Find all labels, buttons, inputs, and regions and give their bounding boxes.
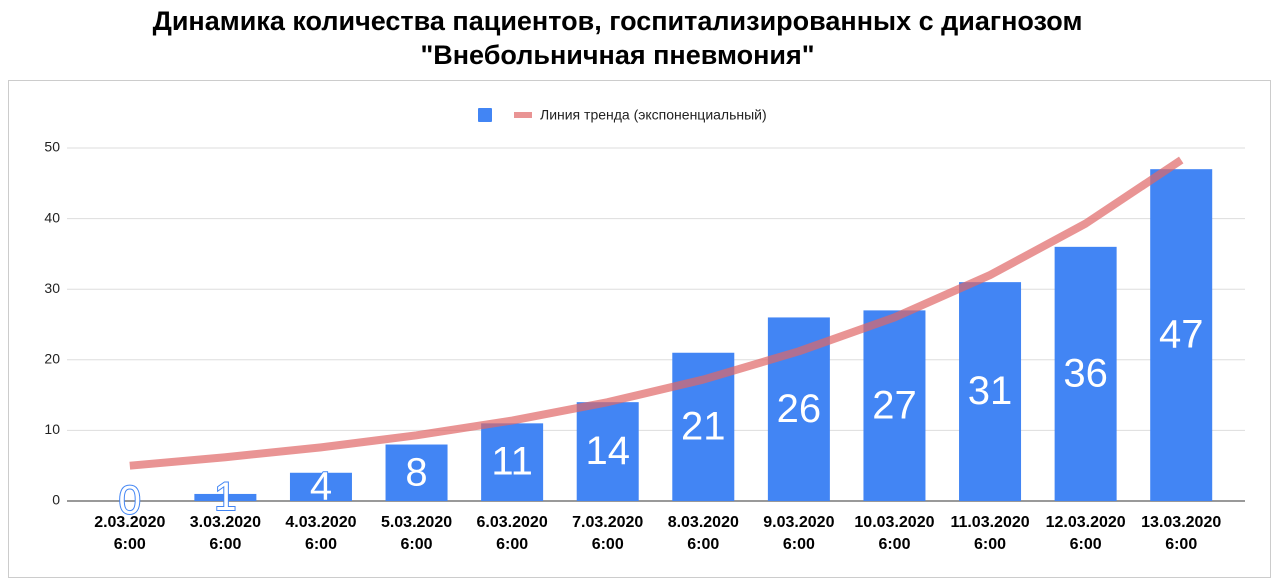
- data-label: 27: [872, 383, 917, 427]
- data-label: 11: [491, 440, 533, 484]
- bar: [481, 423, 544, 501]
- data-label: 26: [777, 387, 822, 431]
- y-tick-label: 20: [44, 351, 60, 367]
- x-tick-label: 12.03.2020 6:00: [1046, 514, 1126, 553]
- bar: [289, 472, 352, 501]
- y-tick-label: 50: [44, 139, 60, 155]
- x-tick-label: 4.03.2020 6:00: [285, 514, 356, 553]
- data-label: 47: [1159, 313, 1204, 357]
- data-label: 0: [119, 479, 141, 523]
- x-tick-label: 13.03.2020 6:00: [1141, 514, 1221, 553]
- data-label: 4: [310, 464, 332, 508]
- x-tick-label: 11.03.2020 6:00: [950, 514, 1029, 553]
- y-tick-label: 30: [44, 280, 60, 296]
- x-tick-label: 9.03.2020 6:00: [763, 514, 834, 553]
- bar: [863, 310, 926, 501]
- x-tick-label: 8.03.2020 6:00: [668, 514, 739, 553]
- y-tick-label: 0: [52, 492, 60, 508]
- data-label: 14: [585, 429, 630, 473]
- data-label: 21: [681, 404, 726, 448]
- bar: [385, 444, 448, 501]
- data-label: 1: [214, 475, 236, 519]
- chart-title: Динамика количества пациентов, госпитали…: [152, 6, 1083, 70]
- x-tick-label: 6.03.2020 6:00: [477, 514, 548, 553]
- legend-label: Линия тренда (экспоненциальный): [540, 107, 767, 123]
- bar: [1054, 246, 1117, 501]
- bar: [194, 493, 257, 501]
- data-label: 31: [968, 369, 1013, 413]
- x-tick-label: 7.03.2020 6:00: [572, 514, 643, 553]
- x-tick-label: 2.03.2020 6:00: [94, 514, 165, 553]
- bar: [576, 402, 639, 501]
- bar: [959, 282, 1022, 501]
- x-tick-label: 3.03.2020 6:00: [190, 514, 261, 553]
- x-tick-label: 5.03.2020 6:00: [381, 514, 452, 553]
- legend-swatch: [478, 108, 492, 122]
- trend-line: [129, 156, 1184, 470]
- bar: [1150, 169, 1213, 501]
- chart-frame: [8, 80, 1271, 578]
- data-label: 8: [405, 450, 427, 494]
- y-tick-label: 40: [44, 209, 60, 225]
- y-tick-label: 10: [44, 421, 60, 437]
- data-label: 36: [1063, 351, 1108, 395]
- x-tick-label: 10.03.2020 6:00: [854, 514, 934, 553]
